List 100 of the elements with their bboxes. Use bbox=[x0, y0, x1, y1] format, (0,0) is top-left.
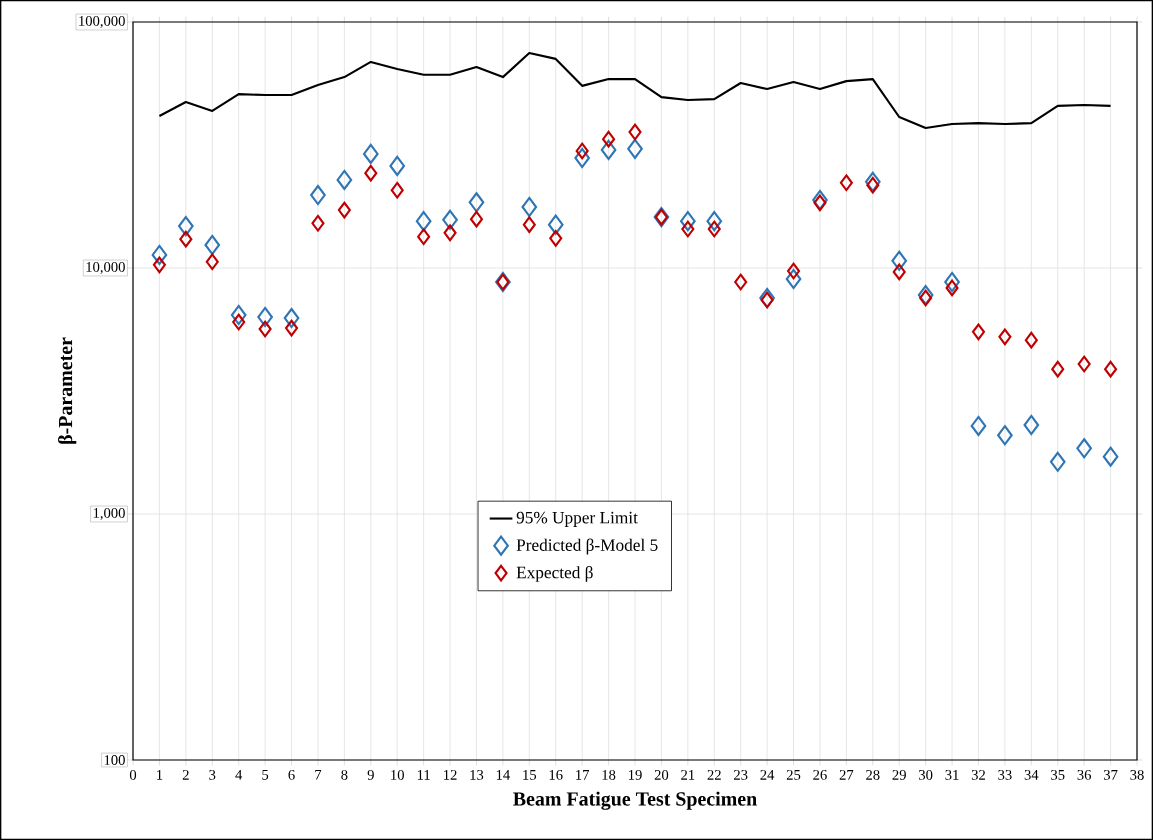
point bbox=[178, 216, 194, 237]
x-tick-label: 25 bbox=[786, 769, 801, 780]
y-tick-label: 100,000 bbox=[79, 16, 125, 28]
x-tick-label: 5 bbox=[262, 769, 269, 780]
point bbox=[204, 234, 221, 256]
x-tick-label: 9 bbox=[367, 769, 374, 780]
point bbox=[442, 209, 458, 230]
point bbox=[283, 307, 300, 329]
x-tick-label: 34 bbox=[1024, 769, 1039, 780]
x-tick-label: 35 bbox=[1051, 769, 1065, 780]
point bbox=[257, 306, 273, 328]
point bbox=[866, 176, 880, 194]
point bbox=[151, 244, 168, 266]
point bbox=[627, 138, 643, 159]
point bbox=[891, 250, 908, 271]
legend-label: 95% Upper Limit bbox=[516, 511, 638, 527]
point bbox=[468, 192, 485, 213]
y-tick-label: 100 bbox=[104, 755, 125, 765]
point bbox=[706, 211, 723, 232]
point bbox=[390, 181, 404, 199]
x-tick-label: 26 bbox=[813, 769, 827, 780]
point bbox=[944, 271, 960, 293]
x-tick-label: 29 bbox=[892, 769, 906, 780]
point bbox=[707, 220, 721, 238]
x-tick-label: 16 bbox=[549, 769, 563, 780]
x-tick-label: 30 bbox=[919, 770, 933, 780]
point bbox=[336, 169, 353, 191]
point bbox=[600, 139, 617, 161]
x-tick-label: 4 bbox=[235, 770, 243, 780]
x-tick-label: 11 bbox=[417, 769, 430, 780]
x-tick-label: 15 bbox=[523, 769, 537, 780]
x-tick-label: 36 bbox=[1077, 769, 1092, 780]
point bbox=[785, 268, 802, 290]
point bbox=[232, 313, 246, 331]
x-tick-label: 6 bbox=[288, 769, 295, 780]
point bbox=[602, 130, 616, 148]
x-tick-label: 3 bbox=[209, 769, 216, 780]
point bbox=[734, 273, 748, 291]
point bbox=[152, 256, 166, 274]
x-tick-label: 1 bbox=[157, 769, 163, 780]
point bbox=[469, 210, 484, 228]
x-tick-label: 27 bbox=[839, 769, 854, 780]
x-tick-label: 17 bbox=[576, 769, 590, 780]
point bbox=[417, 228, 431, 246]
point bbox=[1024, 331, 1038, 349]
x-tick-label: 18 bbox=[602, 770, 616, 780]
point bbox=[364, 164, 378, 182]
x-tick-label: 2 bbox=[182, 769, 189, 780]
point bbox=[389, 155, 406, 177]
point bbox=[549, 229, 563, 247]
point bbox=[310, 184, 326, 206]
point bbox=[284, 319, 299, 337]
x-axis-title: Beam Fatigue Test Specimen bbox=[513, 791, 757, 810]
point bbox=[362, 143, 379, 164]
point bbox=[839, 174, 853, 192]
x-tick-label: 32 bbox=[971, 769, 985, 780]
x-tick-label: 21 bbox=[681, 769, 695, 780]
point bbox=[1076, 438, 1093, 459]
point bbox=[1102, 446, 1119, 467]
x-tick-label: 22 bbox=[707, 769, 721, 780]
point bbox=[917, 285, 934, 306]
legend-label: Predicted β-Model 5 bbox=[516, 538, 658, 555]
point bbox=[230, 304, 247, 326]
y-tick-label: 1,000 bbox=[93, 508, 125, 520]
point bbox=[443, 224, 457, 242]
y-axis-title: β-Parameter bbox=[58, 337, 77, 444]
point bbox=[892, 263, 906, 281]
x-tick-label: 38 bbox=[1130, 770, 1144, 780]
legend-label: Expected β bbox=[516, 565, 593, 582]
point bbox=[919, 289, 933, 307]
x-tick-label: 14 bbox=[496, 769, 510, 780]
point bbox=[1051, 360, 1065, 378]
point bbox=[680, 211, 696, 232]
x-tick-label: 8 bbox=[341, 770, 348, 780]
point bbox=[997, 425, 1013, 446]
point bbox=[547, 214, 564, 235]
point bbox=[575, 142, 589, 160]
point bbox=[311, 214, 325, 232]
point bbox=[1077, 355, 1091, 373]
point bbox=[205, 253, 219, 271]
x-tick-label: 20 bbox=[654, 770, 669, 780]
y-tick-label: 10,000 bbox=[86, 262, 125, 274]
point bbox=[521, 196, 538, 218]
point bbox=[970, 415, 987, 437]
point bbox=[1023, 414, 1040, 436]
point bbox=[337, 201, 351, 219]
point bbox=[179, 230, 193, 248]
point bbox=[681, 220, 695, 238]
x-tick-label: 13 bbox=[470, 769, 484, 780]
x-tick-label: 0 bbox=[129, 770, 137, 780]
x-tick-label: 23 bbox=[734, 769, 748, 780]
point bbox=[812, 189, 828, 211]
x-tick-label: 24 bbox=[760, 769, 775, 780]
point bbox=[258, 320, 272, 338]
line-series bbox=[158, 51, 1112, 129]
point bbox=[971, 323, 986, 341]
x-tick-label: 31 bbox=[945, 769, 959, 780]
point bbox=[628, 123, 642, 141]
point bbox=[1049, 451, 1066, 472]
x-tick-label: 12 bbox=[444, 769, 457, 780]
